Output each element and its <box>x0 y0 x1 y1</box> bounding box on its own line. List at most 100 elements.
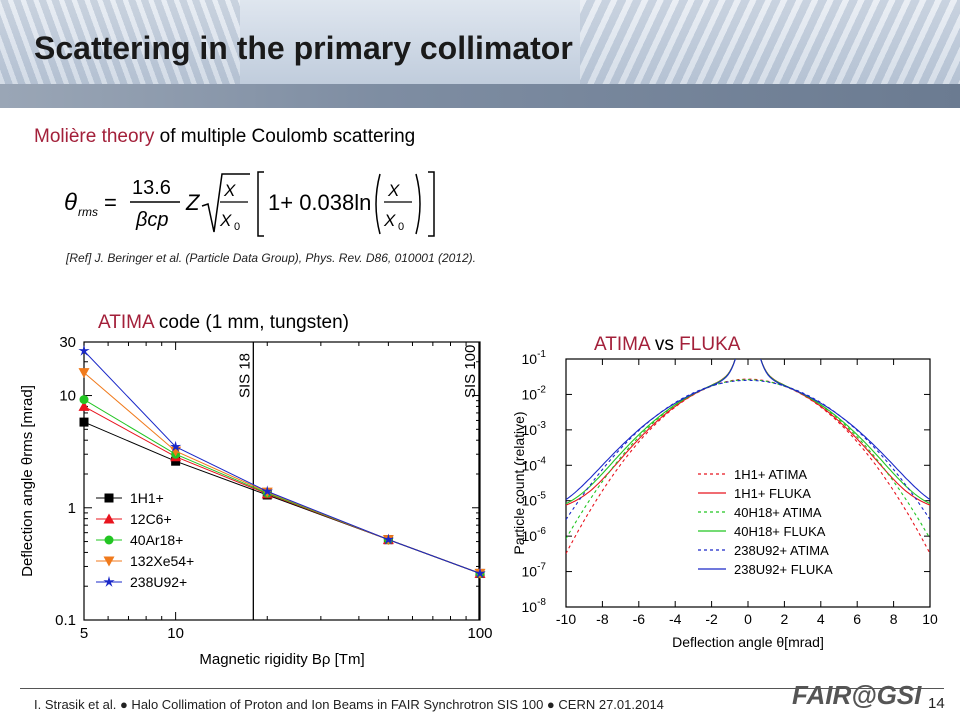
formula-z: Z <box>185 190 201 215</box>
formula-bracket-left <box>257 171 264 237</box>
series-curve-1 <box>566 359 930 506</box>
y-tick-exponent: -7 <box>537 562 546 573</box>
subtitle: Molière theory of multiple Coulomb scatt… <box>34 126 415 148</box>
x-tick-label: -2 <box>705 611 718 627</box>
y-tick-label: 10-7 <box>522 562 547 580</box>
data-point <box>169 440 182 452</box>
header-decoration-right <box>580 0 960 84</box>
y-axis-label: Particle count (relative) <box>511 411 527 554</box>
legend-label: 40H18+ ATIMA <box>734 505 822 520</box>
x-tick-label: 4 <box>817 611 825 627</box>
x-axis-label: Magnetic rigidity Bρ [Tm] <box>199 651 364 668</box>
formula-den: βcp <box>135 209 169 231</box>
atima-vs-fluka-chart: -10 -8 -6 -4 -2 0 2 4 6 8 1010-110-210-310-410-510… <box>511 349 938 650</box>
x-tick-label: 5 <box>80 625 88 642</box>
formula-x0-2: X <box>383 211 396 230</box>
legend-marker <box>104 535 114 545</box>
legend-marker <box>104 493 114 503</box>
data-point <box>474 567 486 579</box>
fair-gsi-logo: FAIR@GSI <box>792 680 922 710</box>
legend-marker <box>103 576 115 587</box>
y-tick-exponent: -5 <box>537 491 546 502</box>
moliere-formula: θ rms = 13.6 βcp Z X X 0 1+ 0.038ln X X … <box>64 171 435 237</box>
y-tick-exponent: -3 <box>537 420 546 431</box>
x-tick-label: -8 <box>596 611 609 627</box>
series-curve-5 <box>566 359 930 501</box>
data-point <box>261 485 273 497</box>
plot-frame <box>83 341 481 621</box>
formula-bracket-right <box>428 171 435 237</box>
legend-label: 238U92+ <box>130 574 187 590</box>
x-tick-label: 10 <box>167 625 184 642</box>
y-axis-label: Deflection angle θrms [mrad] <box>19 385 36 577</box>
x-tick-label: 8 <box>890 611 898 627</box>
data-point <box>78 368 90 379</box>
data-point <box>78 344 90 356</box>
y-tick-label: 10 <box>59 388 76 405</box>
header-decoration-left <box>0 0 240 84</box>
y-tick-exponent: -1 <box>537 349 546 360</box>
formula-paren-left <box>375 173 381 235</box>
footer-text: I. Strasik et al. ● Halo Collimation of … <box>34 697 664 712</box>
x-tick-label: 2 <box>781 611 789 627</box>
x-axis-label: Deflection angle θ[mrad] <box>672 634 824 650</box>
formula-x-2: X <box>387 181 400 200</box>
series-curve-3 <box>566 359 930 505</box>
y-tick-exponent: -6 <box>537 526 546 537</box>
vline-label: SIS 18 <box>236 353 253 398</box>
formula-x0-sub-2: 0 <box>398 221 404 233</box>
formula-rms: rms <box>78 205 98 219</box>
legend-label: 40Ar18+ <box>130 532 183 548</box>
legend-label: 132Xe54+ <box>130 553 194 569</box>
x-tick-label: 0 <box>744 611 752 627</box>
legend-label: 238U92+ ATIMA <box>734 543 829 558</box>
y-tick-label: 10-8 <box>522 597 547 615</box>
legend-label: 1H1+ FLUKA <box>734 486 811 501</box>
curves-group <box>566 359 930 554</box>
data-point <box>79 395 89 405</box>
subtitle-rest: of multiple Coulomb scattering <box>154 126 416 147</box>
right-chart-title: ATIMA vs FLUKA <box>594 334 740 356</box>
y-tick-label: 10-2 <box>522 384 547 402</box>
formula-paren-right <box>415 173 421 235</box>
right-chart-title-mid: vs <box>649 334 680 355</box>
legend-label: 12C6+ <box>130 511 172 527</box>
reference: [Ref] J. Beringer et al. (Particle Data … <box>66 251 476 265</box>
y-tick-exponent: -2 <box>537 384 546 395</box>
y-tick-exponent: -4 <box>537 455 546 466</box>
right-chart-title-accent2: FLUKA <box>679 334 741 355</box>
legend-label: 238U92+ FLUKA <box>734 562 833 577</box>
y-tick-label: 1 <box>68 500 76 517</box>
series-curve-2 <box>566 379 930 539</box>
left-chart-title-accent: ATIMA <box>98 312 154 333</box>
x-tick-label: 10 <box>922 611 938 627</box>
formula-eq: = <box>104 190 117 215</box>
formula-theta: θ <box>64 189 77 216</box>
y-tick-label: 0.1 <box>55 612 76 629</box>
data-point <box>79 417 89 427</box>
data-point <box>170 446 182 457</box>
legend-marker <box>103 513 115 524</box>
legend-label: 40H18+ FLUKA <box>734 524 826 539</box>
slide-title: Scattering in the primary collimator <box>34 30 573 66</box>
series-curve-4 <box>566 379 930 520</box>
header-band <box>0 84 960 108</box>
x-tick-label: -10 <box>556 611 576 627</box>
legend-marker <box>103 556 115 567</box>
legend-label: 1H1+ ATIMA <box>734 467 807 482</box>
x-tick-label: 6 <box>853 611 861 627</box>
slide-header <box>0 0 960 108</box>
x-tick-label: -4 <box>669 611 682 627</box>
subtitle-accent: Molière theory <box>34 126 155 147</box>
y-tick-label: 30 <box>59 334 76 351</box>
data-point <box>78 400 90 411</box>
data-point <box>382 533 395 545</box>
x-tick-label: 100 <box>467 625 492 642</box>
fair-gsi-logo-text: FAIR@GSI <box>792 680 922 710</box>
y-tick-exponent: -8 <box>537 597 546 608</box>
page-number: 14 <box>928 695 945 712</box>
formula-x0: X <box>219 211 232 230</box>
formula-sqrt <box>201 173 250 233</box>
formula-x: X <box>223 181 236 200</box>
formula-num: 13.6 <box>132 177 171 199</box>
